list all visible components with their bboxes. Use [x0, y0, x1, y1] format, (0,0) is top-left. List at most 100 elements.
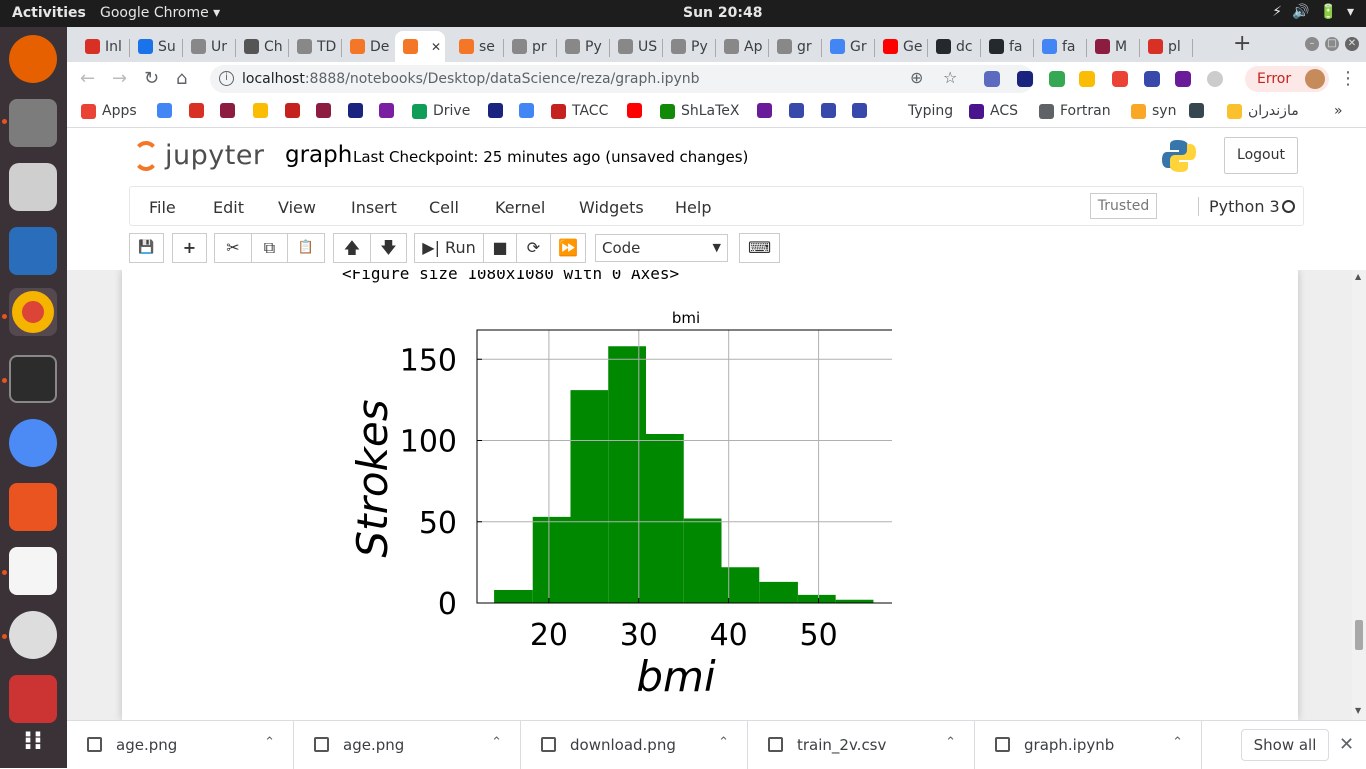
download-item[interactable]: train_2v.csv ⌃ [748, 721, 975, 769]
tab[interactable]: Ur [183, 31, 235, 62]
download-item[interactable]: age.png ⌃ [294, 721, 521, 769]
trusted-indicator[interactable]: Trusted [1090, 193, 1157, 219]
bookmark-item[interactable] [789, 103, 810, 118]
tab[interactable]: dc [928, 31, 980, 62]
bookmark-item[interactable] [220, 103, 241, 118]
tab[interactable]: Inl [77, 31, 129, 62]
profile-error-button[interactable]: Error [1245, 66, 1329, 92]
download-item[interactable]: graph.ipynb ⌃ [975, 721, 1202, 769]
restart-run-all-button[interactable]: ⏩ [550, 233, 586, 263]
terminal-icon[interactable] [9, 355, 57, 403]
interrupt-button[interactable]: ■ [483, 233, 517, 263]
menu-kebab-icon[interactable]: ⋮ [1339, 68, 1357, 89]
cut-button[interactable]: ✂ [214, 233, 252, 263]
restart-button[interactable]: ⟳ [516, 233, 551, 263]
bookmark-item[interactable] [488, 103, 509, 118]
tab[interactable]: Su [130, 31, 182, 62]
tab[interactable]: Ch [236, 31, 288, 62]
writer-icon[interactable] [9, 227, 57, 275]
cell-type-select[interactable]: Code ▼ [595, 234, 728, 262]
tab[interactable]: TD [289, 31, 341, 62]
info-icon[interactable]: i [219, 71, 234, 86]
bookmark-item[interactable]: ShLaTeX [660, 103, 740, 119]
chevron-up-icon[interactable]: ⌃ [491, 735, 502, 750]
forward-button[interactable]: → [112, 68, 128, 89]
back-button[interactable]: ← [80, 68, 96, 89]
bookmark-item[interactable]: مازندران [1227, 103, 1299, 119]
address-bar[interactable]: i localhost:8888/notebooks/Desktop/dataS… [210, 65, 1034, 93]
tab[interactable]: Py [663, 31, 715, 62]
scrollbar-thumb[interactable] [1355, 620, 1363, 650]
tab[interactable]: M [1087, 31, 1139, 62]
paste-button[interactable]: 📋 [287, 233, 325, 263]
close-window-button[interactable]: ✕ [1345, 37, 1359, 51]
copy-button[interactable]: ⧉ [251, 233, 288, 263]
bookmark-item[interactable] [821, 103, 842, 118]
notebook-name[interactable]: graph [285, 142, 353, 168]
tab[interactable]: fa [1034, 31, 1086, 62]
menu-help[interactable]: Help [675, 198, 712, 217]
scroll-down-icon[interactable]: ▼ [1355, 706, 1362, 715]
bookmark-item[interactable] [852, 103, 873, 118]
firefox-icon[interactable] [9, 35, 57, 83]
chrome-icon[interactable] [12, 291, 54, 333]
activities-button[interactable]: Activities [12, 5, 86, 21]
extension-icon[interactable] [1112, 71, 1128, 87]
new-tab-button[interactable]: + [1233, 31, 1252, 56]
page-scrollbar[interactable]: ▲ ▼ [1352, 270, 1366, 720]
bookmark-item[interactable] [189, 103, 210, 118]
chevron-up-icon[interactable]: ⌃ [1172, 735, 1183, 750]
extension-icon[interactable] [1049, 71, 1065, 87]
jupyter-logo[interactable]: jupyter [133, 140, 265, 171]
show-all-downloads-button[interactable]: Show all [1241, 729, 1329, 761]
bookmarks-overflow-button[interactable]: » [1334, 103, 1343, 119]
menu-view[interactable]: View [278, 198, 316, 217]
software-center-icon[interactable] [9, 483, 57, 531]
menu-edit[interactable]: Edit [213, 198, 244, 217]
extension-icon[interactable] [1079, 71, 1095, 87]
close-tab-icon[interactable]: ✕ [431, 39, 442, 54]
bookmark-item[interactable]: ACS [969, 103, 1018, 119]
command-palette-button[interactable]: ⌨ [739, 233, 780, 263]
chevron-up-icon[interactable]: ⌃ [945, 735, 956, 750]
bookmark-item[interactable] [348, 103, 369, 118]
extension-icon[interactable] [1017, 71, 1033, 87]
bookmark-item[interactable] [379, 103, 400, 118]
bookmark-item[interactable] [627, 103, 648, 118]
bookmark-item[interactable]: syn [1131, 103, 1176, 119]
tab[interactable]: pr [504, 31, 556, 62]
tab[interactable]: se [451, 31, 503, 62]
kernel-name[interactable]: Python 3 [1198, 197, 1280, 216]
chevron-up-icon[interactable]: ⌃ [718, 735, 729, 750]
text-editor-icon[interactable] [9, 547, 57, 595]
chromium-icon[interactable] [9, 419, 57, 467]
run-button[interactable]: ▶| Run [414, 233, 484, 263]
bookmark-item[interactable]: Drive [412, 103, 470, 119]
save-button[interactable]: 💾 [129, 233, 164, 263]
bookmark-item[interactable]: TACC [551, 103, 608, 119]
tab[interactable]: Gr [822, 31, 874, 62]
menu-cell[interactable]: Cell [429, 198, 459, 217]
show-apps-icon[interactable]: ⁝⁝ [23, 726, 43, 756]
tab[interactable]: Ap [716, 31, 768, 62]
menu-insert[interactable]: Insert [351, 198, 397, 217]
bookmark-item[interactable]: Fortran [1039, 103, 1111, 119]
close-shelf-button[interactable]: ✕ [1339, 734, 1355, 755]
bookmark-item[interactable] [285, 103, 306, 118]
move-up-button[interactable]: 🡅 [333, 233, 371, 263]
bookmark-item[interactable]: Apps [81, 103, 137, 119]
insert-cell-button[interactable]: + [172, 233, 207, 263]
menu-file[interactable]: File [149, 198, 176, 217]
extension-icon[interactable] [1175, 71, 1191, 87]
menu-widgets[interactable]: Widgets [579, 198, 644, 217]
logout-button[interactable]: Logout [1224, 137, 1298, 174]
files-icon[interactable] [9, 99, 57, 147]
tab-active[interactable]: ✕ [395, 31, 445, 62]
extension-icon[interactable] [1207, 71, 1223, 87]
rhythmbox-icon[interactable] [9, 163, 57, 211]
bookmark-item[interactable] [757, 103, 778, 118]
tab[interactable]: pl [1140, 31, 1192, 62]
updater-icon[interactable] [9, 611, 57, 659]
bookmark-item[interactable] [316, 103, 337, 118]
bookmark-item[interactable] [157, 103, 178, 118]
